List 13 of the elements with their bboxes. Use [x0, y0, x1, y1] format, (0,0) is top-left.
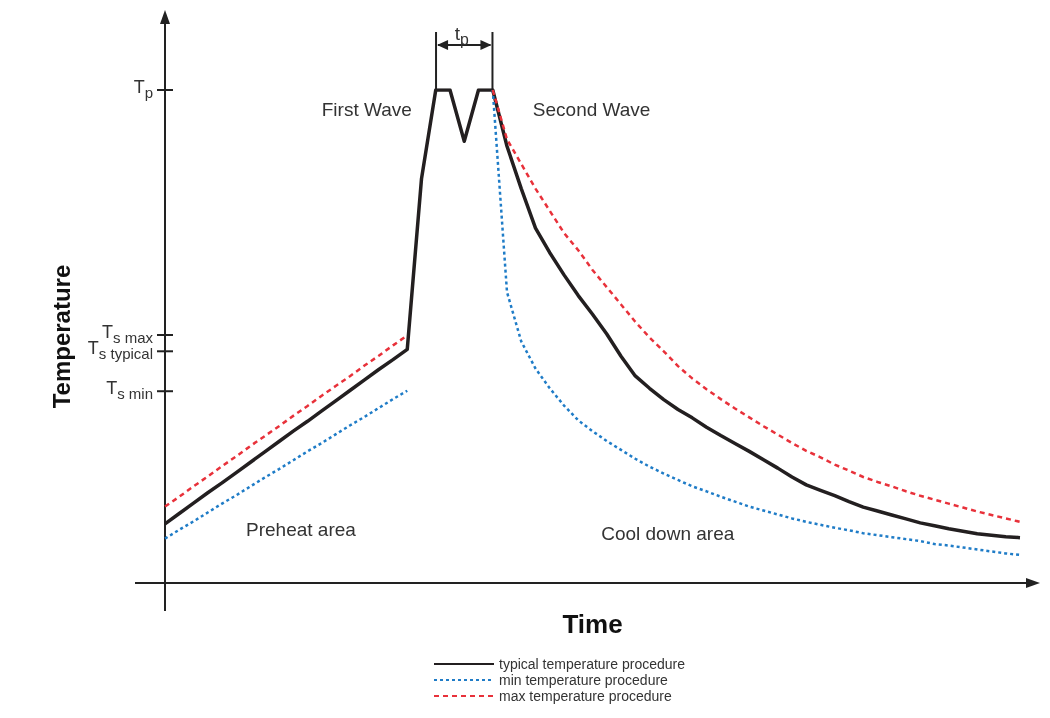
text: T$_{s max}$ — [101, 322, 153, 347]
text: t$_{p}$ — [454, 22, 469, 48]
annotation: Second Wave — [532, 98, 651, 121]
annotation: First Wave — [321, 98, 412, 121]
text: T$_{p}$ — [133, 77, 153, 102]
legend-label: max temperature procedure — [499, 688, 672, 704]
x-axis-title: Time — [562, 609, 623, 639]
legend-label: typical temperature procedure — [499, 656, 686, 672]
y-axis-title: Temperature — [47, 264, 75, 409]
annotation: Preheat area — [246, 518, 356, 541]
text: T$_{s min}$ — [106, 378, 153, 403]
annotation: Cool down area — [601, 522, 735, 545]
legend-label: min temperature procedure — [499, 672, 669, 688]
